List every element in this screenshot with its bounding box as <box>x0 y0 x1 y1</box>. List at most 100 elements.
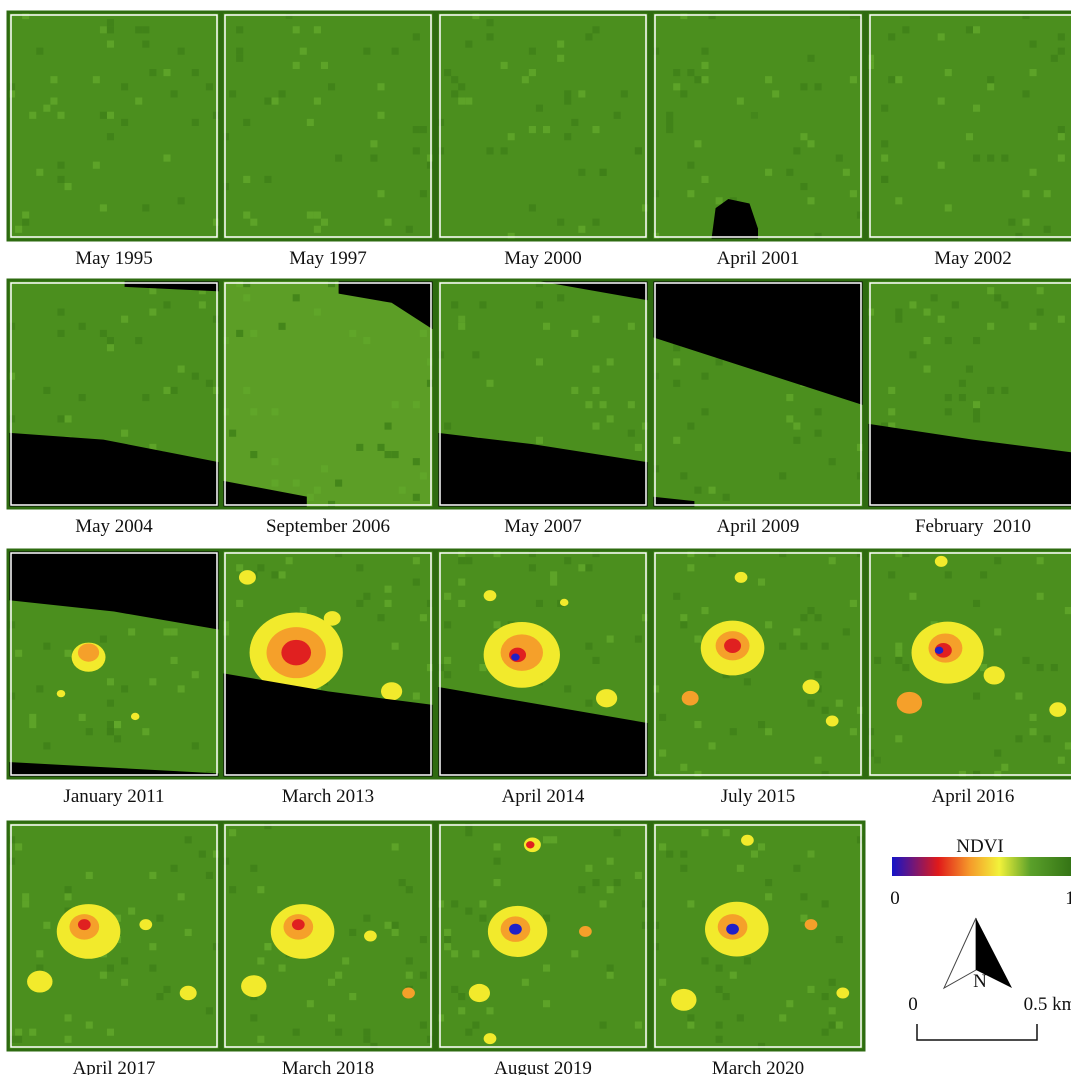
pixel-speckle <box>1037 309 1044 316</box>
pixel-speckle <box>635 147 642 154</box>
pixel-speckle <box>413 494 420 501</box>
pixel-speckle <box>902 26 909 33</box>
pixel-speckle <box>694 721 701 728</box>
pixel-speckle <box>236 564 243 571</box>
pixel-speckle <box>945 337 952 344</box>
pixel-speckle <box>578 886 585 893</box>
pixel-speckle <box>815 83 822 90</box>
pixel-speckle <box>673 83 680 90</box>
pixel-speckle <box>687 69 694 76</box>
pixel-speckle <box>314 309 321 316</box>
pixel-speckle <box>149 309 156 316</box>
north-label: N <box>973 971 987 992</box>
pixel-speckle <box>694 487 701 494</box>
pixel-speckle <box>571 330 578 337</box>
panel-label: August 2019 <box>494 1058 592 1075</box>
pixel-speckle <box>236 26 243 33</box>
pixel-speckle <box>465 829 472 836</box>
pixel-speckle <box>716 1022 723 1029</box>
pixel-speckle <box>65 183 72 190</box>
pixel-speckle <box>600 1022 607 1029</box>
pixel-speckle <box>578 226 585 233</box>
panel-label: March 2020 <box>712 1058 804 1075</box>
pixel-speckle <box>479 915 486 922</box>
urban-hotspot <box>1049 702 1066 717</box>
pixel-speckle <box>850 728 857 735</box>
pixel-speckle <box>973 155 980 162</box>
pixel-speckle <box>779 643 786 650</box>
pixel-speckle <box>486 1007 493 1014</box>
urban-hotspot <box>803 680 820 695</box>
pixel-speckle <box>65 415 72 422</box>
map-panel <box>222 822 434 1050</box>
pixel-speckle <box>370 155 377 162</box>
pixel-speckle <box>786 169 793 176</box>
pixel-speckle <box>673 358 680 365</box>
pixel-speckle <box>888 408 895 415</box>
pixel-speckle <box>156 993 163 1000</box>
map-panel <box>8 280 220 508</box>
pixel-speckle <box>121 685 128 692</box>
pixel-speckle <box>121 83 128 90</box>
pixel-speckle <box>543 323 550 330</box>
pixel-speckle <box>822 900 829 907</box>
pixel-speckle <box>716 197 723 204</box>
pixel-speckle <box>564 98 571 105</box>
pixel-speckle <box>1022 90 1029 97</box>
pixel-speckle <box>385 423 392 430</box>
pixel-speckle <box>479 900 486 907</box>
pixel-speckle <box>392 843 399 850</box>
pixel-speckle <box>142 26 149 33</box>
pixel-speckle <box>1058 126 1065 133</box>
pixel-speckle <box>486 33 493 40</box>
pixel-speckle <box>250 330 257 337</box>
pixel-speckle <box>293 480 300 487</box>
pixel-speckle <box>607 886 614 893</box>
pixel-speckle <box>121 979 128 986</box>
pixel-speckle <box>793 437 800 444</box>
pixel-speckle <box>966 366 973 373</box>
pixel-speckle <box>100 972 107 979</box>
urban-hotspot <box>897 692 922 714</box>
pixel-speckle <box>938 98 945 105</box>
pixel-speckle <box>836 936 843 943</box>
pixel-speckle <box>666 851 673 858</box>
pixel-speckle <box>843 628 850 635</box>
pixel-speckle <box>406 972 413 979</box>
pixel-speckle <box>786 394 793 401</box>
panel-label: February 2010 <box>915 516 1031 537</box>
pixel-speckle <box>924 309 931 316</box>
pixel-speckle <box>43 922 50 929</box>
pixel-speckle <box>987 76 994 83</box>
pixel-speckle <box>279 323 286 330</box>
pixel-speckle <box>550 571 557 578</box>
pixel-speckle <box>850 190 857 197</box>
pixel-speckle <box>321 62 328 69</box>
pixel-speckle <box>529 126 536 133</box>
pixel-speckle <box>479 664 486 671</box>
pixel-speckle <box>737 865 744 872</box>
pixel-speckle <box>250 1014 257 1021</box>
pixel-speckle <box>1001 301 1008 308</box>
pixel-speckle <box>829 1007 836 1014</box>
pixel-speckle <box>363 1029 370 1036</box>
pixel-speckle <box>765 728 772 735</box>
urban-hotspot <box>935 647 943 654</box>
pixel-speckle <box>938 162 945 169</box>
urban-hotspot <box>292 919 305 930</box>
pixel-speckle <box>1037 287 1044 294</box>
pixel-speckle <box>107 721 114 728</box>
urban-hotspot <box>324 611 341 626</box>
pixel-speckle <box>687 900 694 907</box>
urban-hotspot <box>805 919 818 930</box>
pixel-speckle <box>472 950 479 957</box>
pixel-speckle <box>57 415 64 422</box>
map-panel <box>652 12 864 240</box>
pixel-speckle <box>881 105 888 112</box>
pixel-speckle <box>15 843 22 850</box>
pixel-speckle <box>107 700 114 707</box>
pixel-speckle <box>192 742 199 749</box>
pixel-speckle <box>149 69 156 76</box>
pixel-speckle <box>43 643 50 650</box>
figure: May 1995May 1997May 2000April 2001May 20… <box>0 0 1071 1075</box>
